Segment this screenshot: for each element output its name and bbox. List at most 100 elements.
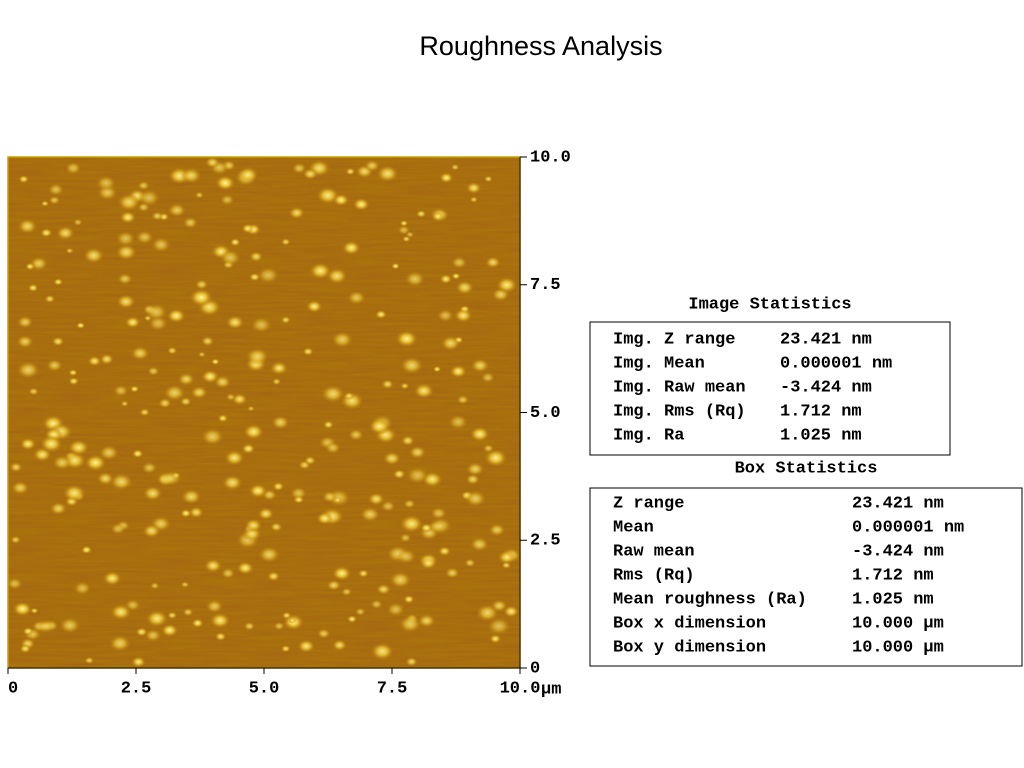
bump — [115, 244, 137, 261]
bump — [116, 294, 136, 309]
bump — [243, 621, 255, 631]
bump — [400, 514, 424, 533]
bump — [209, 612, 231, 629]
bump — [188, 506, 204, 519]
bump — [167, 203, 187, 218]
bump — [109, 635, 131, 652]
bump — [59, 617, 81, 634]
bump — [470, 537, 489, 552]
bump — [117, 193, 141, 212]
bump — [489, 634, 502, 644]
bump — [182, 607, 194, 617]
bump — [430, 506, 447, 520]
bump — [380, 500, 396, 512]
bump — [117, 273, 133, 285]
stat-label: Img. Z range — [613, 330, 735, 349]
bump — [138, 189, 161, 207]
bump — [113, 384, 129, 397]
bump — [456, 394, 470, 405]
x-tick-label: 7.5 — [377, 679, 408, 698]
bump — [302, 347, 314, 356]
bump — [348, 428, 364, 441]
bump — [306, 300, 323, 313]
bump — [455, 280, 474, 295]
y-tick-label: 10.0 — [530, 148, 571, 167]
y-tick-label: 7.5 — [530, 276, 561, 295]
bump — [375, 309, 387, 319]
stat-label: Mean — [613, 518, 654, 537]
bump — [405, 656, 418, 667]
y-tick-label: 2.5 — [530, 532, 561, 551]
bump — [368, 418, 391, 435]
bump — [241, 223, 254, 234]
bump — [53, 278, 63, 286]
bump — [87, 355, 102, 367]
bump — [389, 571, 412, 589]
bump — [244, 518, 263, 533]
bump — [248, 483, 268, 498]
bump — [376, 583, 391, 595]
bump — [161, 470, 182, 487]
bump — [272, 481, 285, 491]
bump — [321, 384, 345, 403]
bump — [433, 365, 442, 373]
bump — [49, 502, 67, 516]
bump — [189, 288, 213, 307]
bump — [151, 211, 164, 221]
bump — [191, 618, 204, 628]
bump — [444, 567, 460, 579]
bump — [342, 240, 361, 255]
bump — [147, 366, 160, 376]
bump — [290, 486, 308, 500]
bump — [347, 290, 366, 305]
bump — [110, 604, 132, 621]
bump — [397, 225, 411, 235]
bump — [416, 209, 427, 218]
bump — [247, 405, 255, 412]
bump — [364, 159, 380, 172]
bump — [464, 558, 476, 568]
bump — [413, 383, 434, 399]
bump — [219, 249, 241, 266]
bump — [180, 397, 192, 407]
bump — [480, 372, 495, 384]
bump — [417, 613, 436, 628]
bump — [17, 218, 38, 234]
bump — [151, 237, 171, 253]
bump — [381, 379, 394, 389]
bump — [399, 220, 409, 227]
stat-value: 1.025 nm — [852, 590, 934, 609]
bump — [135, 627, 148, 637]
bump — [464, 490, 487, 507]
y-tick-label: 5.0 — [530, 404, 561, 423]
bump — [73, 218, 83, 226]
bump — [215, 175, 236, 191]
bump — [204, 558, 223, 573]
bump — [220, 194, 235, 206]
bump — [399, 533, 412, 543]
bump — [11, 481, 30, 495]
bump — [142, 485, 163, 501]
bump — [465, 473, 480, 485]
y-tick-label: 0 — [530, 659, 540, 678]
bump — [65, 161, 82, 175]
bump — [22, 627, 34, 636]
bump — [214, 632, 227, 641]
stat-value: 1.712 nm — [852, 566, 934, 585]
bump — [395, 330, 418, 348]
stat-value: 0.000001 nm — [780, 354, 892, 373]
bump — [161, 623, 179, 637]
stat-label: Box y dimension — [613, 638, 766, 657]
bump — [76, 322, 86, 329]
bump — [355, 607, 366, 616]
stat-label: Mean roughness (Ra) — [613, 590, 807, 609]
bump — [482, 444, 495, 453]
bump — [225, 393, 236, 401]
bump — [40, 228, 53, 238]
bump — [124, 316, 141, 329]
bump — [40, 435, 63, 453]
bump — [10, 535, 21, 544]
bump — [451, 256, 468, 269]
bump — [48, 195, 61, 205]
